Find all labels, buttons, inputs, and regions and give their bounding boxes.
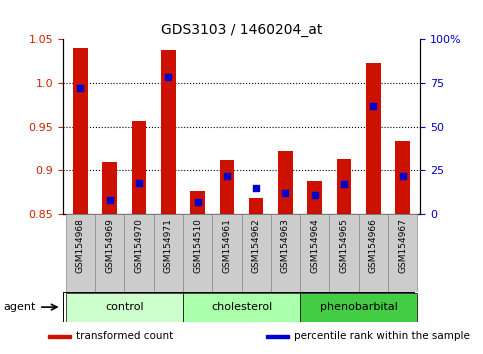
Bar — [73, 48, 88, 214]
Point — [399, 173, 407, 178]
Point — [135, 180, 143, 185]
Text: control: control — [105, 302, 143, 312]
Text: GSM154966: GSM154966 — [369, 218, 378, 273]
Point — [282, 190, 289, 196]
Text: GSM154967: GSM154967 — [398, 218, 407, 273]
Bar — [266, 335, 289, 338]
Text: GSM154968: GSM154968 — [76, 218, 85, 273]
Point — [164, 75, 172, 80]
FancyBboxPatch shape — [329, 214, 359, 292]
FancyBboxPatch shape — [300, 293, 417, 321]
Point — [369, 103, 377, 108]
FancyBboxPatch shape — [212, 214, 242, 292]
Text: GSM154961: GSM154961 — [222, 218, 231, 273]
Point — [311, 192, 319, 198]
Text: transformed count: transformed count — [76, 331, 173, 342]
Text: GSM154971: GSM154971 — [164, 218, 173, 273]
FancyBboxPatch shape — [124, 214, 154, 292]
Title: GDS3103 / 1460204_at: GDS3103 / 1460204_at — [161, 23, 322, 36]
FancyBboxPatch shape — [66, 293, 183, 321]
Bar — [249, 198, 263, 214]
Bar — [132, 121, 146, 214]
Bar — [190, 190, 205, 214]
FancyBboxPatch shape — [300, 214, 329, 292]
Point — [76, 85, 84, 91]
FancyBboxPatch shape — [388, 214, 417, 292]
Point — [194, 199, 201, 205]
FancyBboxPatch shape — [183, 214, 212, 292]
Text: percentile rank within the sample: percentile rank within the sample — [294, 331, 469, 342]
Text: GSM154962: GSM154962 — [252, 218, 261, 273]
Text: GSM154965: GSM154965 — [340, 218, 349, 273]
Text: GSM154970: GSM154970 — [134, 218, 143, 273]
Point — [106, 197, 114, 203]
FancyBboxPatch shape — [66, 214, 95, 292]
Bar — [366, 63, 381, 214]
Text: GSM154964: GSM154964 — [310, 218, 319, 273]
Text: agent: agent — [3, 302, 36, 312]
Bar — [220, 160, 234, 214]
FancyBboxPatch shape — [242, 214, 271, 292]
Bar — [307, 181, 322, 214]
Bar — [48, 335, 71, 338]
Text: phenobarbital: phenobarbital — [320, 302, 398, 312]
Point — [340, 182, 348, 187]
Text: GSM154969: GSM154969 — [105, 218, 114, 273]
Point — [252, 185, 260, 191]
Text: cholesterol: cholesterol — [211, 302, 272, 312]
FancyBboxPatch shape — [183, 293, 300, 321]
Bar — [161, 50, 176, 214]
FancyBboxPatch shape — [95, 214, 124, 292]
Bar — [395, 141, 410, 214]
Text: GSM154963: GSM154963 — [281, 218, 290, 273]
Point — [223, 173, 231, 178]
Bar — [278, 151, 293, 214]
Bar — [102, 161, 117, 214]
Text: GSM154510: GSM154510 — [193, 218, 202, 273]
FancyBboxPatch shape — [271, 214, 300, 292]
Bar — [337, 159, 351, 214]
FancyBboxPatch shape — [359, 214, 388, 292]
FancyBboxPatch shape — [154, 214, 183, 292]
FancyBboxPatch shape — [63, 292, 414, 322]
